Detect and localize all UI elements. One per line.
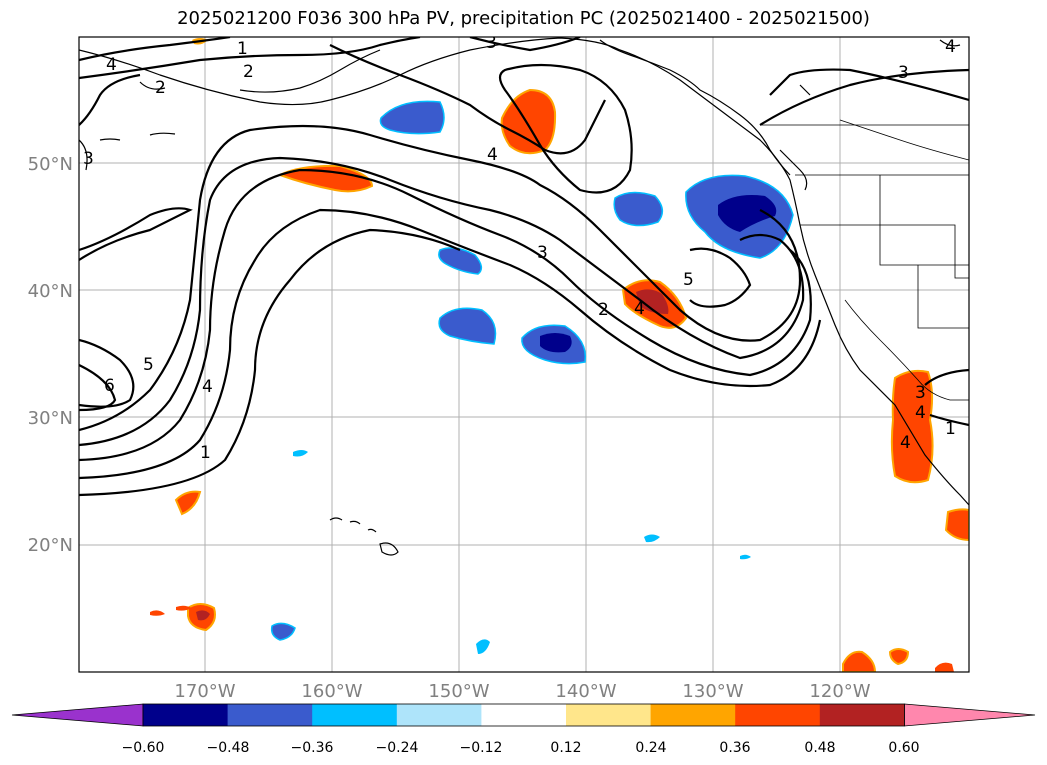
precip-positive-area bbox=[174, 490, 202, 516]
map-frame bbox=[78, 36, 970, 673]
precip-positive-area bbox=[888, 648, 910, 666]
political-borders bbox=[760, 119, 969, 401]
contour-label: 3 bbox=[915, 383, 926, 403]
precip-positive-area bbox=[935, 662, 954, 672]
colorbar-segment bbox=[735, 704, 821, 726]
contour-label: 3 bbox=[537, 243, 548, 263]
precip-negative-area-weak bbox=[293, 450, 308, 457]
colorbar-segment bbox=[819, 704, 905, 726]
lon-label: 120°W bbox=[809, 681, 870, 702]
latitude-labels: 50°N 40°N 30°N 20°N bbox=[28, 154, 73, 556]
contour-label: 3 bbox=[898, 63, 909, 83]
colorbar-tick: −0.48 bbox=[207, 740, 250, 756]
colorbar-segment bbox=[566, 704, 652, 726]
contour-label: 2 bbox=[155, 78, 166, 98]
precip-positive-area-strong bbox=[636, 289, 669, 314]
colorbar-segment bbox=[312, 704, 398, 726]
precip-negative-area bbox=[613, 191, 664, 227]
colorbar-tick: −0.24 bbox=[376, 740, 419, 756]
pv-contours bbox=[79, 37, 969, 497]
colorbar-outline bbox=[142, 703, 905, 727]
precip-positive-area bbox=[277, 164, 374, 193]
precip-positive-area bbox=[150, 610, 165, 616]
precip-positive-area bbox=[842, 650, 877, 672]
contour-label: 3 bbox=[83, 149, 94, 169]
precip-positive-area bbox=[176, 605, 192, 611]
colorbar-tick: 0.24 bbox=[635, 740, 666, 756]
colorbar-tick: −0.60 bbox=[122, 740, 165, 756]
lon-label: 160°W bbox=[301, 681, 362, 702]
precip-negative-area bbox=[438, 307, 497, 345]
precip-negative-area bbox=[270, 622, 296, 641]
colorbar-tick: 0.60 bbox=[888, 740, 919, 756]
contour-label: 1 bbox=[237, 39, 248, 59]
colorbar-segment bbox=[396, 704, 482, 726]
contour-label: 1 bbox=[200, 443, 211, 463]
map-title: 2025021200 F036 300 hPa PV, precipitatio… bbox=[177, 8, 870, 29]
contour-label: 4 bbox=[106, 55, 117, 75]
lat-label: 50°N bbox=[28, 154, 73, 175]
precip-negative-area bbox=[438, 247, 483, 275]
coastlines bbox=[79, 37, 969, 556]
contour-label: 6 bbox=[104, 376, 115, 396]
precip-negative-area-weak bbox=[644, 534, 660, 543]
colorbar-tick: 0.12 bbox=[550, 740, 581, 756]
lon-label: 150°W bbox=[428, 681, 489, 702]
contour-label: 4 bbox=[202, 377, 213, 397]
precip-negative-area-weak bbox=[740, 554, 751, 560]
contour-label: 4 bbox=[900, 433, 911, 453]
contour-label: 3 bbox=[486, 33, 497, 53]
contour-label: 2 bbox=[598, 300, 609, 320]
colorbar-segment bbox=[227, 704, 313, 726]
precip-negative-area-strong bbox=[540, 333, 572, 353]
precip-anomaly-areas bbox=[150, 38, 969, 672]
lat-label: 30°N bbox=[28, 408, 73, 429]
lon-label: 140°W bbox=[555, 681, 616, 702]
contour-label: 2 bbox=[243, 62, 254, 82]
colorbar-segment bbox=[481, 704, 567, 726]
colorbar-segment bbox=[143, 704, 229, 726]
longitude-labels: 170°W 160°W 150°W 140°W 130°W 120°W bbox=[174, 681, 870, 702]
precip-positive-area-strong bbox=[196, 610, 210, 621]
precip-negative-area-weak bbox=[476, 639, 490, 654]
contour-label: 4 bbox=[915, 403, 926, 423]
colorbar-tick: −0.36 bbox=[291, 740, 334, 756]
contour-label: 4 bbox=[634, 299, 645, 319]
precip-negative-area bbox=[379, 100, 445, 135]
colorbar bbox=[11, 703, 1036, 727]
precip-positive-area bbox=[890, 369, 934, 484]
colorbar-tick: 0.36 bbox=[719, 740, 750, 756]
contour-label: 4 bbox=[487, 145, 498, 165]
colorbar-segment bbox=[650, 704, 736, 726]
colorbar-tick-labels: −0.60 −0.48 −0.36 −0.24 −0.12 0.12 0.24 … bbox=[122, 740, 920, 756]
contour-label: 5 bbox=[143, 355, 154, 375]
colorbar-tick: 0.48 bbox=[804, 740, 835, 756]
lon-label: 170°W bbox=[174, 681, 235, 702]
colorbar-extend-high bbox=[904, 703, 1036, 727]
contour-label: 5 bbox=[683, 270, 694, 290]
precip-positive-area bbox=[944, 508, 969, 542]
contour-label: 1 bbox=[945, 419, 956, 439]
precip-negative-area-strong bbox=[718, 195, 777, 232]
colorbar-extend-low bbox=[11, 703, 144, 727]
lat-label: 20°N bbox=[28, 535, 73, 556]
contour-label: 4 bbox=[945, 37, 956, 57]
lon-label: 130°W bbox=[682, 681, 743, 702]
lat-label: 40°N bbox=[28, 281, 73, 302]
colorbar-tick: −0.12 bbox=[460, 740, 503, 756]
pv-contour-labels: 1 2 3 4 5 6 4 2 3 4 5 1 3 4 3 2 4 1 4 3 … bbox=[83, 33, 956, 463]
